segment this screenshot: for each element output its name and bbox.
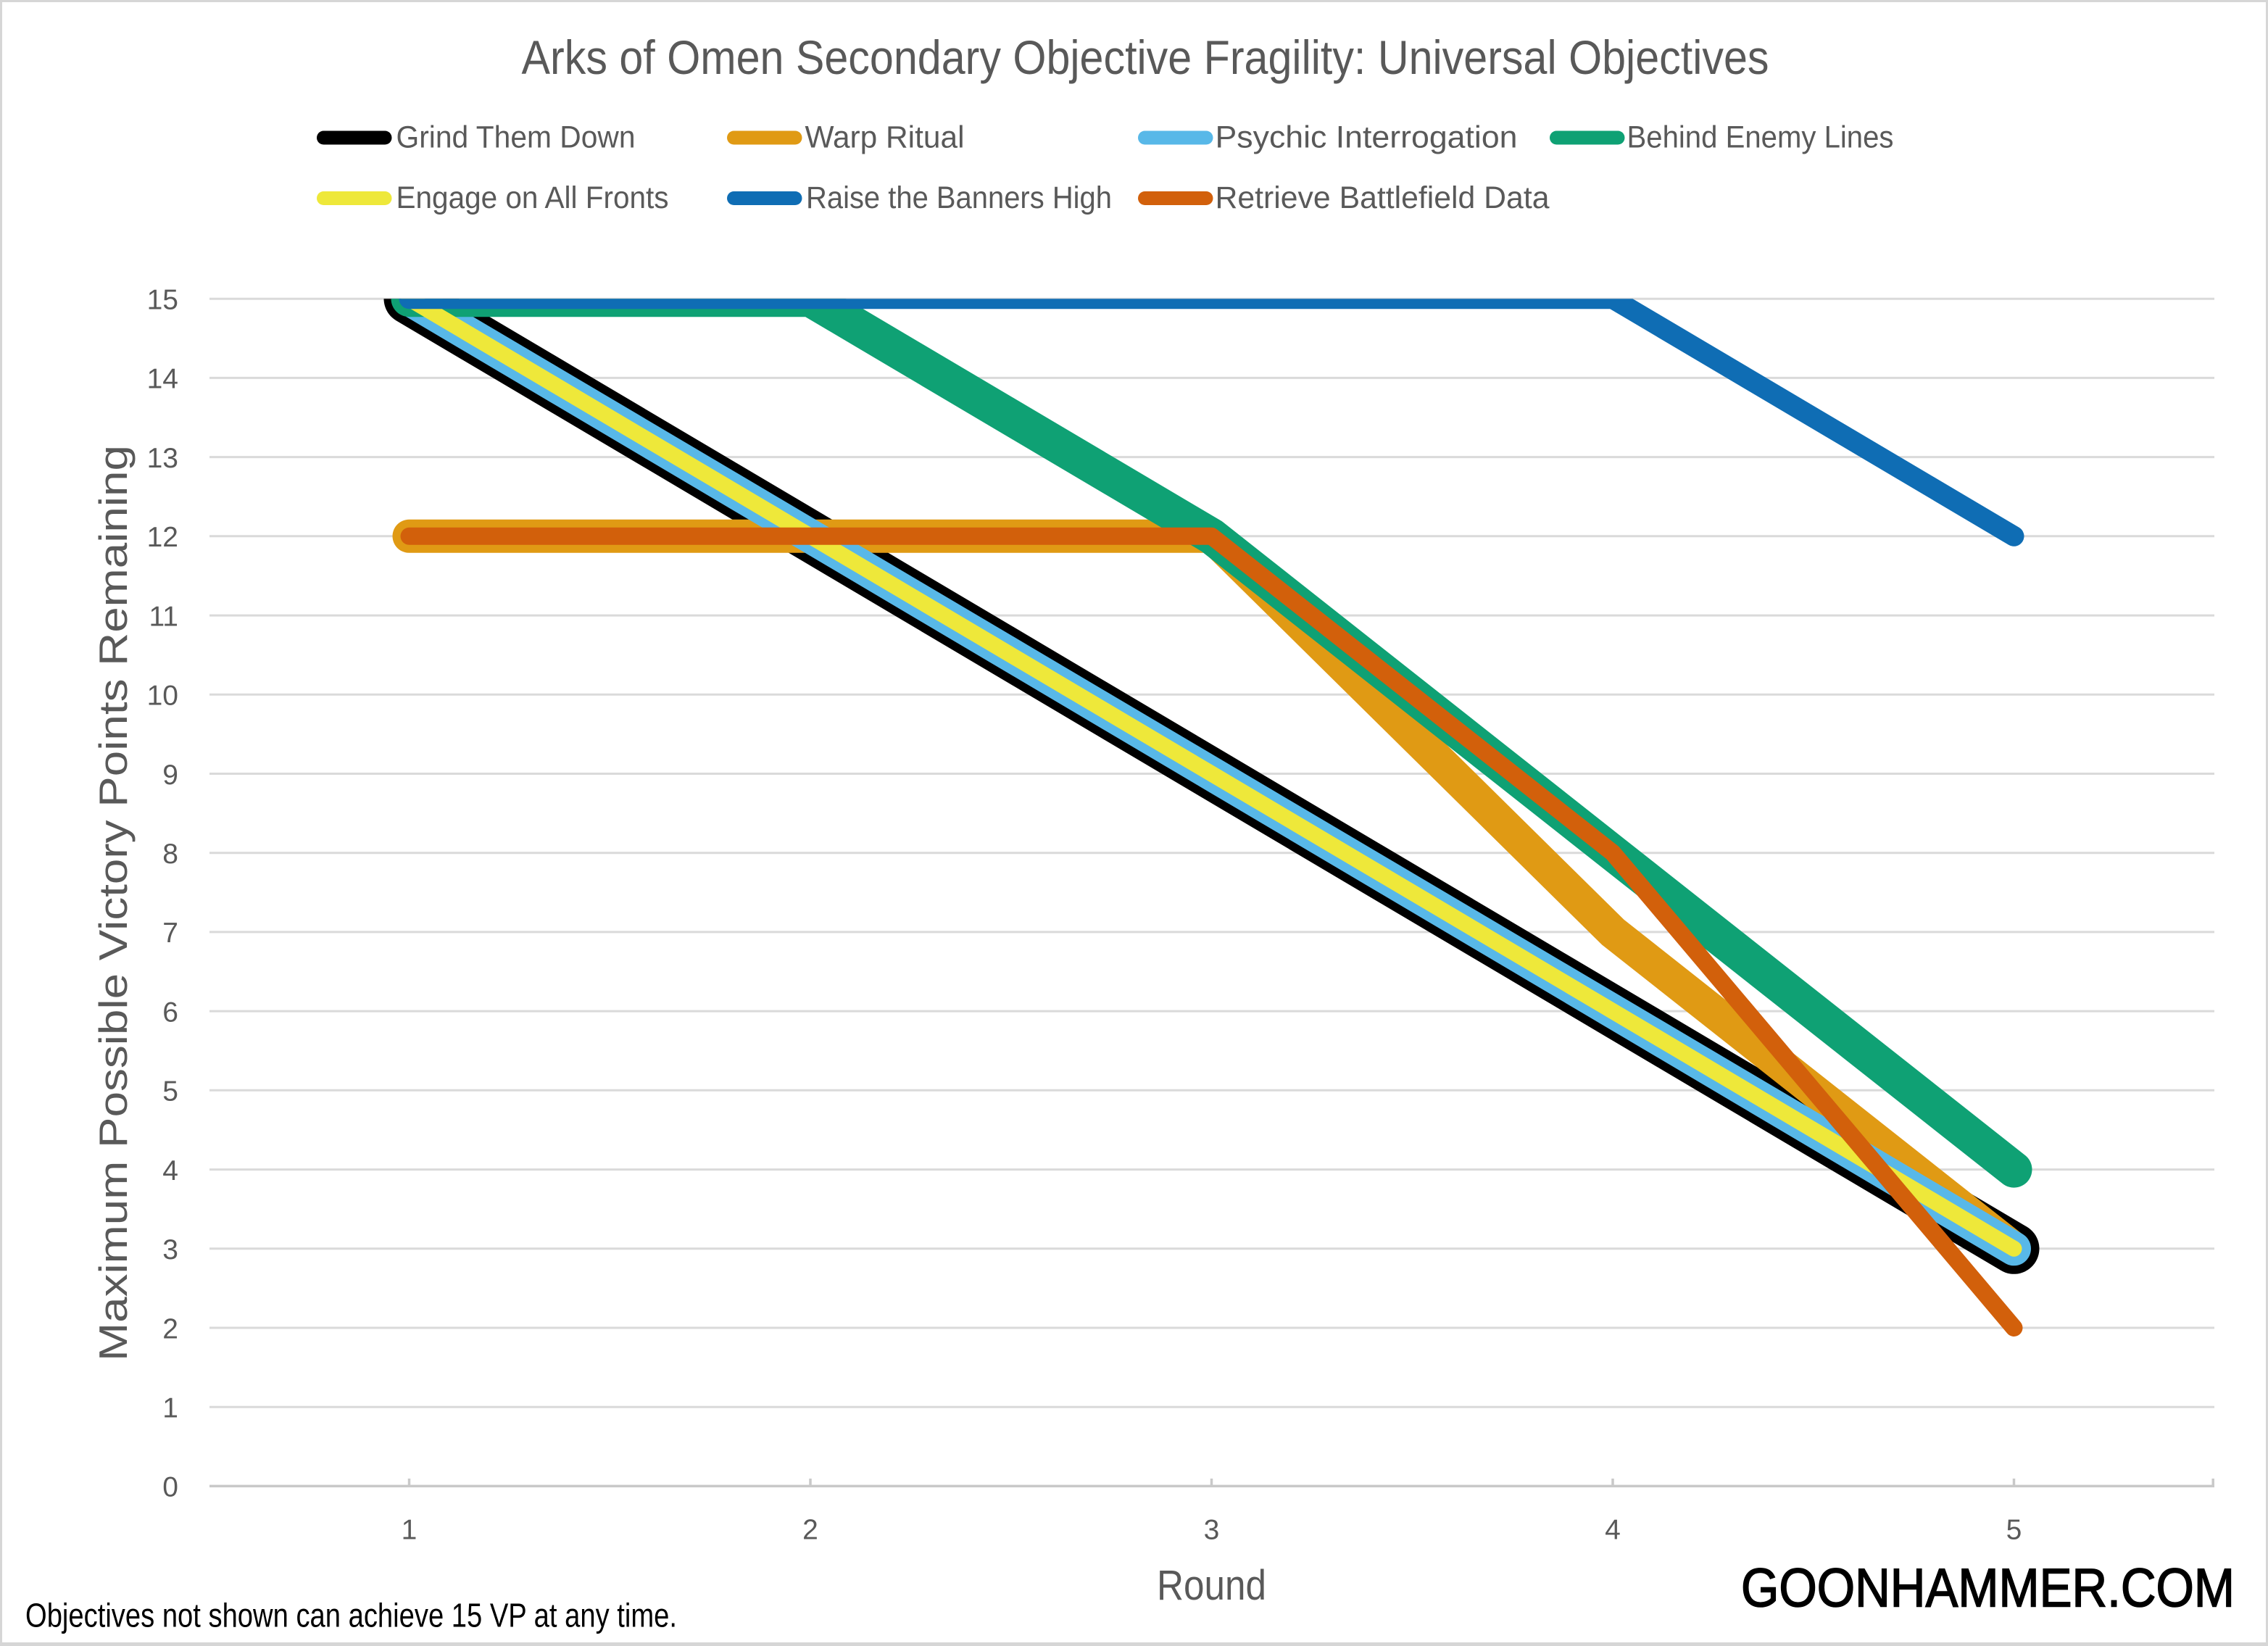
svg-text:5: 5 — [2006, 1515, 2022, 1546]
svg-text:13: 13 — [147, 443, 178, 474]
svg-text:14: 14 — [147, 364, 178, 395]
svg-text:2: 2 — [162, 1313, 178, 1344]
svg-text:1: 1 — [402, 1515, 418, 1546]
svg-text:4: 4 — [162, 1155, 178, 1186]
svg-text:GOONHAMMER.COM: GOONHAMMER.COM — [1741, 1558, 2235, 1618]
svg-text:11: 11 — [149, 601, 179, 632]
svg-text:Warp Ritual: Warp Ritual — [805, 121, 965, 155]
svg-text:Maximum Possible Victory Point: Maximum Possible Victory Points Remainin… — [91, 445, 136, 1361]
svg-text:1: 1 — [162, 1393, 178, 1424]
svg-text:Round: Round — [1157, 1562, 1266, 1609]
svg-text:Arks of Omen Secondary Objecti: Arks of Omen Secondary Objective Fragili… — [522, 30, 1769, 84]
svg-text:Engage on All Fronts: Engage on All Fronts — [396, 181, 669, 215]
svg-text:3: 3 — [1204, 1515, 1220, 1546]
svg-text:8: 8 — [162, 839, 178, 870]
svg-text:15: 15 — [147, 285, 178, 316]
svg-text:Grind Them Down: Grind Them Down — [396, 121, 636, 155]
svg-text:0: 0 — [162, 1472, 178, 1503]
svg-text:3: 3 — [162, 1234, 178, 1265]
svg-text:2: 2 — [802, 1515, 818, 1546]
svg-text:12: 12 — [147, 522, 178, 553]
svg-text:5: 5 — [162, 1076, 178, 1107]
svg-text:Behind Enemy Lines: Behind Enemy Lines — [1627, 121, 1894, 155]
svg-text:9: 9 — [162, 760, 178, 791]
svg-text:4: 4 — [1605, 1515, 1621, 1546]
svg-text:Retrieve Battlefield Data: Retrieve Battlefield Data — [1216, 181, 1550, 215]
svg-text:Objectives not shown can achie: Objectives not shown can achieve 15 VP a… — [25, 1597, 677, 1634]
svg-text:7: 7 — [162, 918, 178, 949]
svg-text:Raise the Banners High: Raise the Banners High — [806, 181, 1112, 215]
svg-text:10: 10 — [147, 681, 178, 712]
svg-text:6: 6 — [162, 997, 178, 1028]
svg-text:Psychic Interrogation: Psychic Interrogation — [1216, 121, 1518, 155]
